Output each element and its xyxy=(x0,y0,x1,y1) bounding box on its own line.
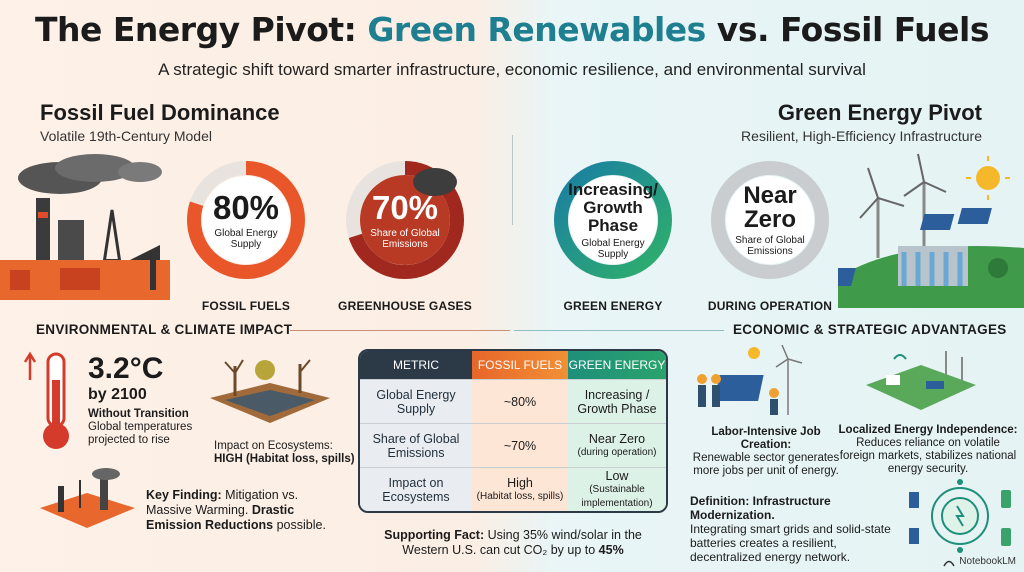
fact-text: Using 35% wind/solar in the Western U.S.… xyxy=(402,528,642,557)
ecosystem-desc: HIGH (Habitat loss, spills) xyxy=(214,453,355,465)
key-finding-end: possible. xyxy=(273,518,326,532)
donut-value: 80% xyxy=(212,188,280,226)
donut-value: Increasing/ Growth Phase xyxy=(568,179,658,235)
temperature-year: by 2100 xyxy=(88,386,147,403)
left-section-title: Fossil Fuel Dominance xyxy=(40,100,280,125)
independence-title: Localized Energy Independence: xyxy=(838,424,1018,436)
microgrid-illustration xyxy=(866,351,976,410)
header-fossil: FOSSIL FUELS xyxy=(472,351,568,379)
cell-fossil-note: (Habitat loss, spills) xyxy=(476,490,564,502)
definition-desc: Integrating smart grids and solid-state … xyxy=(690,522,891,564)
donut-label: Global Energy Supply xyxy=(581,237,645,260)
ecosystem-title: Impact on Ecosystems: xyxy=(214,440,333,452)
temperature-label: Without Transition xyxy=(88,408,189,420)
supporting-fact: Supporting Fact: Using 35% wind/solar in… xyxy=(368,528,658,558)
cell-metric: Impact on Ecosystems xyxy=(360,467,472,511)
logo-text: NotebookLM xyxy=(959,556,1016,567)
refinery-illustration xyxy=(40,468,135,528)
definition-block: Definition: Infrastructure Modernization… xyxy=(690,494,900,564)
independence-desc: Reduces reliance on volatile foreign mar… xyxy=(839,437,1017,475)
cell-metric: Share of Global Emissions xyxy=(360,423,472,467)
cell-green-note: (during operation) xyxy=(577,446,657,458)
ecosystem-damage-illustration xyxy=(210,359,330,423)
fact-value: 45% xyxy=(598,543,624,557)
cell-green: Near Zero (during operation) xyxy=(568,423,666,467)
fossil-supply-donut: 80% Global Energy Supply xyxy=(186,160,306,280)
job-creation: Labor-Intensive Job Creation: Renewable … xyxy=(686,426,846,478)
header-green: GREEN ENERGY xyxy=(568,351,666,379)
page-subtitle: A strategic shift toward smarter infrast… xyxy=(158,60,866,79)
energy-independence: Localized Energy Independence: Reduces r… xyxy=(838,424,1018,476)
center-divider xyxy=(512,135,513,225)
green-supply-donut: Increasing/ Growth Phase Global Energy S… xyxy=(553,160,673,280)
greenhouse-gases-caption: GREENHOUSE GASES xyxy=(338,299,472,313)
key-finding-label: Key Finding: xyxy=(146,488,222,502)
table-row: Share of Global Emissions ~70% Near Zero… xyxy=(360,423,666,467)
fossil-emissions-donut: 70% Share of Global Emissions xyxy=(345,160,465,280)
right-band-title: ECONOMIC & STRATEGIC ADVANTAGES xyxy=(733,322,1007,337)
donut-label: Share of Global Emissions xyxy=(370,227,440,250)
cell-green-note: (Sustainable implementation) xyxy=(581,483,653,509)
temperature-desc: Global temperatures projected to rise xyxy=(88,421,193,446)
right-section-title: Green Energy Pivot xyxy=(777,100,982,125)
cell-green-value: Low xyxy=(605,468,629,483)
left-band-title: ENVIRONMENTAL & CLIMATE IMPACT xyxy=(36,322,293,337)
fossil-fuels-caption: FOSSIL FUELS xyxy=(201,299,291,313)
left-section-subtitle: Volatile 19th-Century Model xyxy=(40,128,212,144)
right-band-line xyxy=(514,330,724,331)
cell-fossil: ~70% xyxy=(472,423,568,467)
cell-green: Low (Sustainable implementation) xyxy=(568,467,666,511)
cell-fossil-value: High xyxy=(507,475,533,490)
renewables-illustration xyxy=(838,153,1024,308)
cell-metric: Global Energy Supply xyxy=(360,379,472,423)
donut-label: Share of Global Emissions xyxy=(735,234,805,257)
table-row: Impact on Ecosystems High (Habitat loss,… xyxy=(360,467,666,511)
key-finding: Key Finding: Mitigation vs. Massive Warm… xyxy=(146,488,346,533)
donut-value: Near Zero xyxy=(743,181,797,233)
smart-grid-battery-icon xyxy=(909,479,1011,553)
donut-value: 70% xyxy=(371,188,439,226)
fact-label: Supporting Fact: xyxy=(384,528,485,542)
green-energy-caption: GREEN ENERGY xyxy=(563,299,663,313)
cell-fossil: ~80% xyxy=(472,379,568,423)
donut-label: Global Energy Supply xyxy=(214,227,278,250)
thermometer-icon xyxy=(23,351,69,449)
table-row: Global Energy Supply ~80% Increasing / G… xyxy=(360,379,666,423)
jobs-title: Labor-Intensive Job Creation: xyxy=(711,426,821,451)
key-finding-bold: Drastic Emission Reductions xyxy=(146,503,295,532)
right-section-subtitle: Resilient, High-Efficiency Infrastructur… xyxy=(741,128,982,144)
cell-green: Increasing / Growth Phase xyxy=(568,379,666,423)
cell-fossil: High (Habitat loss, spills) xyxy=(472,467,568,511)
key-finding-text: Mitigation vs. Massive Warming. xyxy=(146,488,299,517)
notebooklm-logo-icon xyxy=(943,560,955,566)
workers-solar-illustration xyxy=(697,345,803,415)
header-metric: METRIC xyxy=(360,351,472,379)
comparison-table: METRIC FOSSIL FUELS GREEN ENERGY Global … xyxy=(358,349,668,513)
factory-illustration xyxy=(0,154,170,300)
table-header-row: METRIC FOSSIL FUELS GREEN ENERGY xyxy=(360,351,666,379)
ecosystem-impact: Impact on Ecosystems: HIGH (Habitat loss… xyxy=(214,440,355,466)
page-title: The Energy Pivot: Green Renewables vs. F… xyxy=(35,10,989,49)
during-operation-caption: DURING OPERATION xyxy=(707,299,833,313)
notebooklm-logo: NotebookLM xyxy=(943,556,1016,567)
jobs-desc: Renewable sector generates more jobs per… xyxy=(692,452,840,477)
left-band-line xyxy=(290,330,510,331)
definition-title: Definition: Infrastructure Modernization… xyxy=(690,494,831,522)
temperature-value: 3.2°C xyxy=(88,352,164,385)
green-emissions-donut: Near Zero Share of Global Emissions xyxy=(710,160,830,280)
cell-green-value: Near Zero xyxy=(588,431,646,446)
